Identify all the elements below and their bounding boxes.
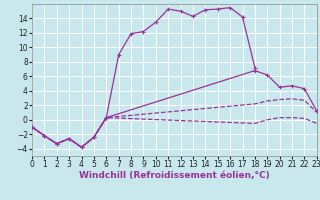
X-axis label: Windchill (Refroidissement éolien,°C): Windchill (Refroidissement éolien,°C) [79, 171, 270, 180]
